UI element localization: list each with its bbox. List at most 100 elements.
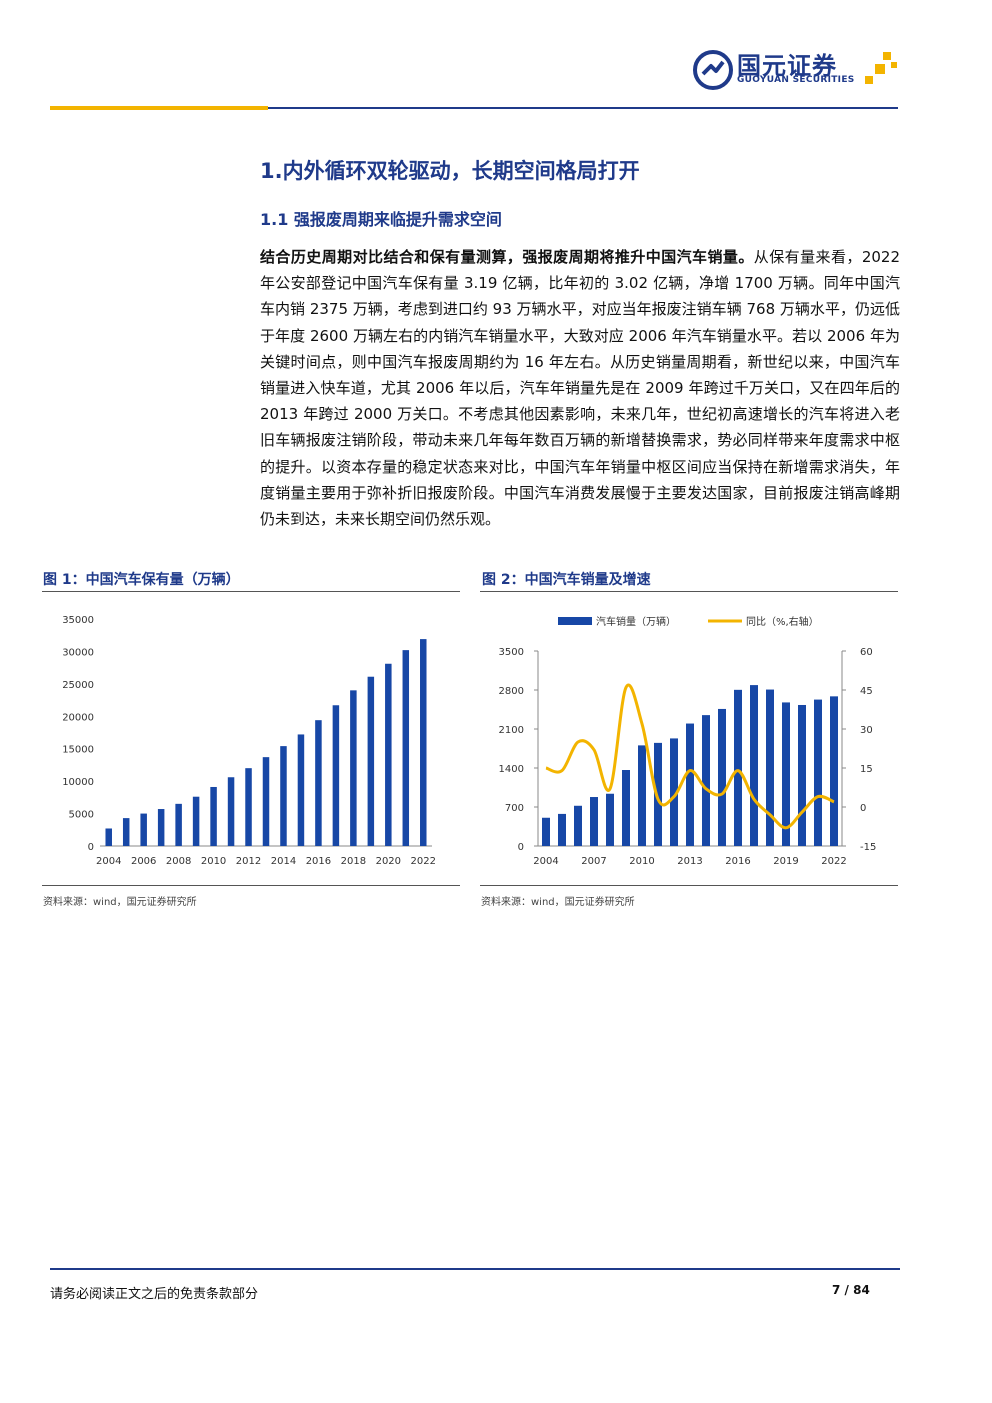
y-tick-label: 0 bbox=[88, 842, 94, 853]
bar bbox=[638, 745, 646, 846]
x-tick-label: 2020 bbox=[376, 856, 401, 867]
bar bbox=[814, 699, 822, 846]
x-tick-label: 2013 bbox=[677, 856, 702, 867]
bar bbox=[542, 817, 550, 846]
bar bbox=[175, 803, 182, 846]
brand-name-en: GUOYUAN SECURITIES bbox=[737, 75, 855, 85]
bar bbox=[718, 708, 726, 846]
x-tick-label: 2008 bbox=[166, 856, 191, 867]
bar bbox=[766, 689, 774, 846]
x-tick-label: 2022 bbox=[411, 856, 436, 867]
bar bbox=[315, 720, 322, 846]
figure-2-bottom-rule bbox=[480, 885, 898, 886]
x-tick-label: 2014 bbox=[271, 856, 296, 867]
y-tick-label: 15000 bbox=[62, 745, 94, 756]
bar bbox=[590, 797, 598, 846]
bar bbox=[210, 786, 217, 846]
legend-bar-swatch bbox=[558, 617, 592, 625]
x-tick-label: 2016 bbox=[306, 856, 331, 867]
bar bbox=[402, 650, 410, 846]
y-tick-label: 25000 bbox=[62, 680, 94, 691]
bar bbox=[420, 639, 427, 846]
bar bbox=[798, 704, 806, 846]
figure-1-title: 图 1：中国汽车保有量（万辆） bbox=[43, 572, 240, 588]
brand-name-cn: 国元证券 bbox=[737, 52, 837, 80]
guoyuan-logo-icon bbox=[693, 50, 733, 90]
figure-2-source: 资料来源：wind，国元证券研究所 bbox=[481, 897, 635, 908]
figure-1-chart: 0 5000 10000 15000 20000 25000 30000 35000 2004 2… bbox=[62, 615, 436, 867]
figure-1-top-rule bbox=[42, 591, 460, 592]
footer-disclaimer: 请务必阅读正文之后的免责条款部分 bbox=[50, 1287, 259, 1302]
bar bbox=[280, 746, 287, 846]
subsection-heading: 1.1 强报废周期来临提升需求空间 bbox=[260, 210, 502, 229]
yoy-line bbox=[545, 683, 835, 830]
bar bbox=[367, 676, 375, 846]
bar bbox=[750, 685, 758, 846]
bar bbox=[140, 813, 147, 846]
bar bbox=[830, 696, 838, 846]
y-tick-label: 35000 bbox=[62, 615, 94, 626]
bar bbox=[574, 805, 582, 846]
paragraph-lead: 结合历史周期对比结合和保有量测算，强报废周期将推升中国汽车销量。 bbox=[260, 248, 754, 266]
bar bbox=[654, 742, 662, 846]
y-tick-label: 30000 bbox=[62, 647, 94, 658]
figure-2-chart: 汽车销量（万辆） 同比（%,右轴） 0 700 1400 2100 2800 3500 -15 0… bbox=[499, 615, 877, 867]
x-tick-label: 2012 bbox=[236, 856, 261, 867]
bar bbox=[385, 663, 392, 846]
x-tick-label: 2004 bbox=[96, 856, 121, 867]
bar bbox=[606, 793, 614, 846]
bar bbox=[734, 689, 742, 846]
header-rule-blue bbox=[268, 107, 898, 109]
body-paragraph: 结合历史周期对比结合和保有量测算，强报废周期将推升中国汽车销量。从保有量来看，2… bbox=[260, 244, 900, 532]
y2-tick-label: 45 bbox=[860, 686, 873, 697]
bar bbox=[245, 768, 252, 846]
bar bbox=[702, 715, 710, 846]
brand-squares-icon bbox=[865, 52, 897, 84]
bar bbox=[105, 828, 112, 846]
x-tick-label: 2018 bbox=[341, 856, 366, 867]
y-tick-label: 3500 bbox=[499, 647, 524, 658]
y2-tick-label: 60 bbox=[860, 647, 873, 658]
y-tick-label: 2100 bbox=[499, 725, 524, 736]
y2-tick-label: 15 bbox=[860, 764, 873, 775]
y-tick-label: 5000 bbox=[69, 810, 94, 821]
bar bbox=[686, 723, 694, 846]
bar bbox=[558, 813, 566, 846]
y-tick-label: 2800 bbox=[499, 686, 524, 697]
y-tick-label: 700 bbox=[505, 803, 524, 814]
y-tick-label: 0 bbox=[518, 842, 524, 853]
bar bbox=[670, 738, 678, 846]
x-tick-label: 2007 bbox=[581, 856, 606, 867]
x-tick-label: 2019 bbox=[773, 856, 798, 867]
legend-line-label: 同比（%,右轴） bbox=[746, 615, 819, 628]
paragraph-body: 从保有量来看，2022 年公安部登记中国汽车保有量 3.19 亿辆，比年初的 3… bbox=[260, 248, 900, 529]
header-rule-gold bbox=[50, 106, 268, 110]
y-tick-label: 1400 bbox=[499, 764, 524, 775]
bar bbox=[192, 796, 200, 846]
y2-tick-label: -15 bbox=[860, 842, 876, 853]
x-tick-label: 2016 bbox=[725, 856, 750, 867]
section-heading: 1.内外循环双轮驱动，长期空间格局打开 bbox=[260, 159, 640, 183]
figure-2-top-rule bbox=[480, 591, 898, 592]
bar bbox=[350, 690, 357, 846]
bar bbox=[782, 702, 790, 846]
y2-tick-label: 30 bbox=[860, 725, 873, 736]
legend-bar-label: 汽车销量（万辆） bbox=[596, 615, 676, 628]
page-number: 7 / 84 bbox=[832, 1283, 870, 1297]
figure-1-source: 资料来源：wind，国元证券研究所 bbox=[43, 897, 197, 908]
x-tick-label: 2022 bbox=[821, 856, 846, 867]
y-tick-label: 10000 bbox=[62, 777, 94, 788]
footer-rule bbox=[50, 1268, 900, 1270]
figure-1-bottom-rule bbox=[42, 885, 460, 886]
brand-logo: 国元证券 GUOYUAN SECURITIES bbox=[693, 44, 898, 96]
figure-2-title: 图 2：中国汽车销量及增速 bbox=[482, 572, 651, 588]
x-tick-label: 2010 bbox=[201, 856, 226, 867]
bar bbox=[262, 757, 270, 846]
bar bbox=[332, 705, 340, 846]
x-tick-label: 2006 bbox=[131, 856, 156, 867]
x-tick-label: 2010 bbox=[629, 856, 654, 867]
bar bbox=[122, 818, 130, 846]
bar bbox=[622, 770, 630, 846]
x-tick-label: 2004 bbox=[533, 856, 558, 867]
bar bbox=[227, 777, 235, 846]
